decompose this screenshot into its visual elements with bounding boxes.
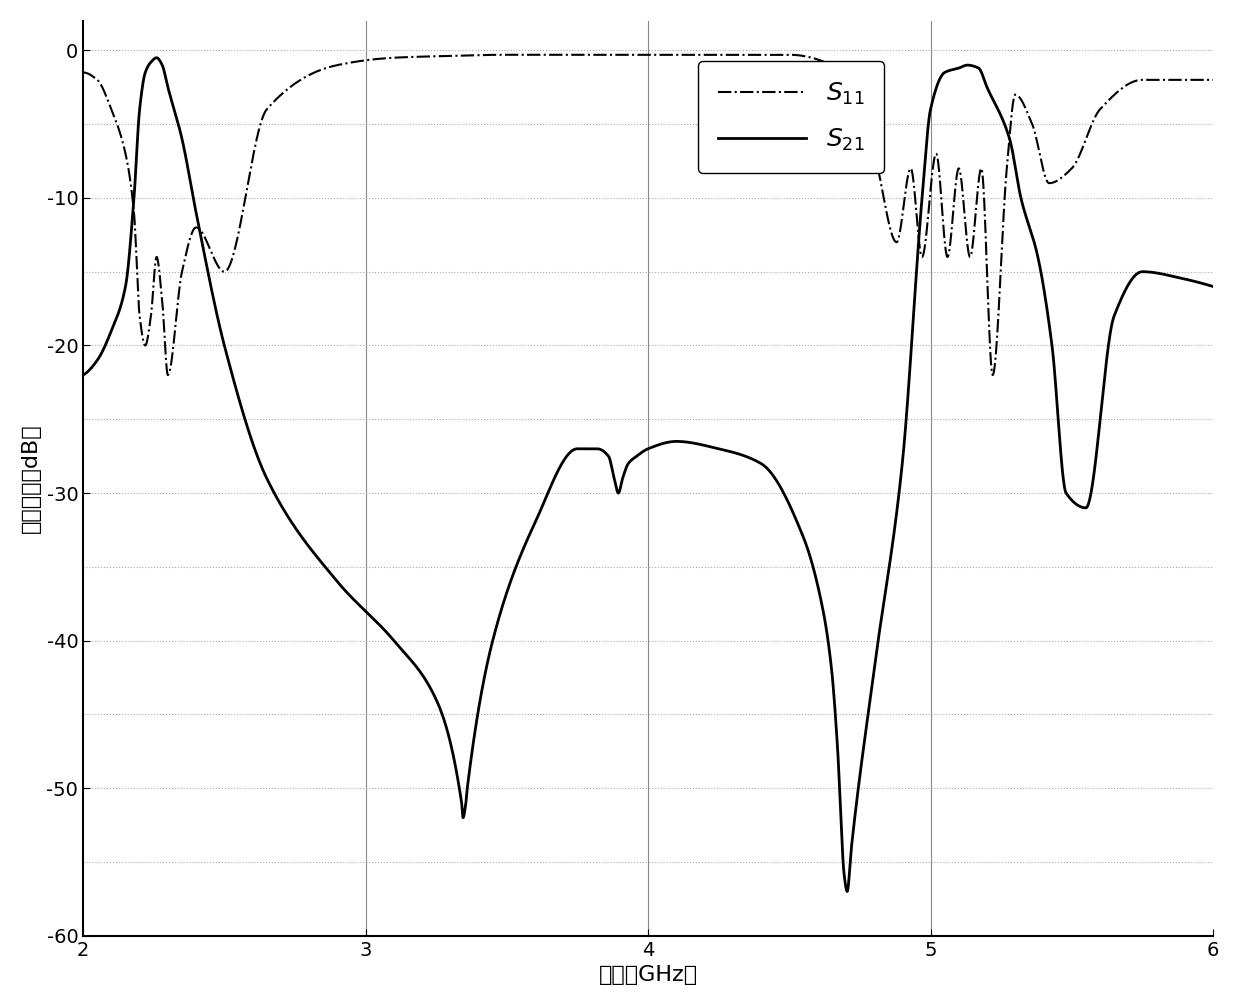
- $S_{11}$: [754, 48, 769, 60]
- $S_{21}$: [281, 512, 296, 524]
- $S_{11}$: [508, 48, 523, 60]
- $S_{21}$: [839, 885, 854, 897]
- $S_{11}$: [1205, 73, 1220, 86]
- $S_{11}$: [1006, 101, 1021, 113]
- $S_{21}$: [507, 563, 522, 575]
- $S_{21}$: [811, 581, 826, 594]
- Line: $S_{21}$: $S_{21}$: [83, 57, 1213, 891]
- X-axis label: 频率（GHz）: 频率（GHz）: [599, 965, 698, 985]
- $S_{21}$: [1006, 146, 1021, 158]
- $S_{11}$: [919, 225, 934, 237]
- $S_{21}$: [1205, 281, 1220, 293]
- $S_{11}$: [500, 48, 515, 60]
- $S_{11}$: [160, 369, 175, 381]
- $S_{21}$: [149, 51, 164, 63]
- Y-axis label: 散射参数（dB）: 散射参数（dB）: [21, 424, 41, 533]
- Line: $S_{11}$: $S_{11}$: [83, 54, 1213, 375]
- $S_{21}$: [919, 136, 934, 148]
- $S_{21}$: [76, 369, 91, 381]
- $S_{11}$: [811, 53, 826, 65]
- $S_{11}$: [76, 66, 91, 78]
- Legend: $S_{11}$, $S_{21}$: $S_{11}$, $S_{21}$: [698, 60, 884, 173]
- $S_{11}$: [281, 82, 296, 95]
- $S_{21}$: [754, 458, 769, 470]
